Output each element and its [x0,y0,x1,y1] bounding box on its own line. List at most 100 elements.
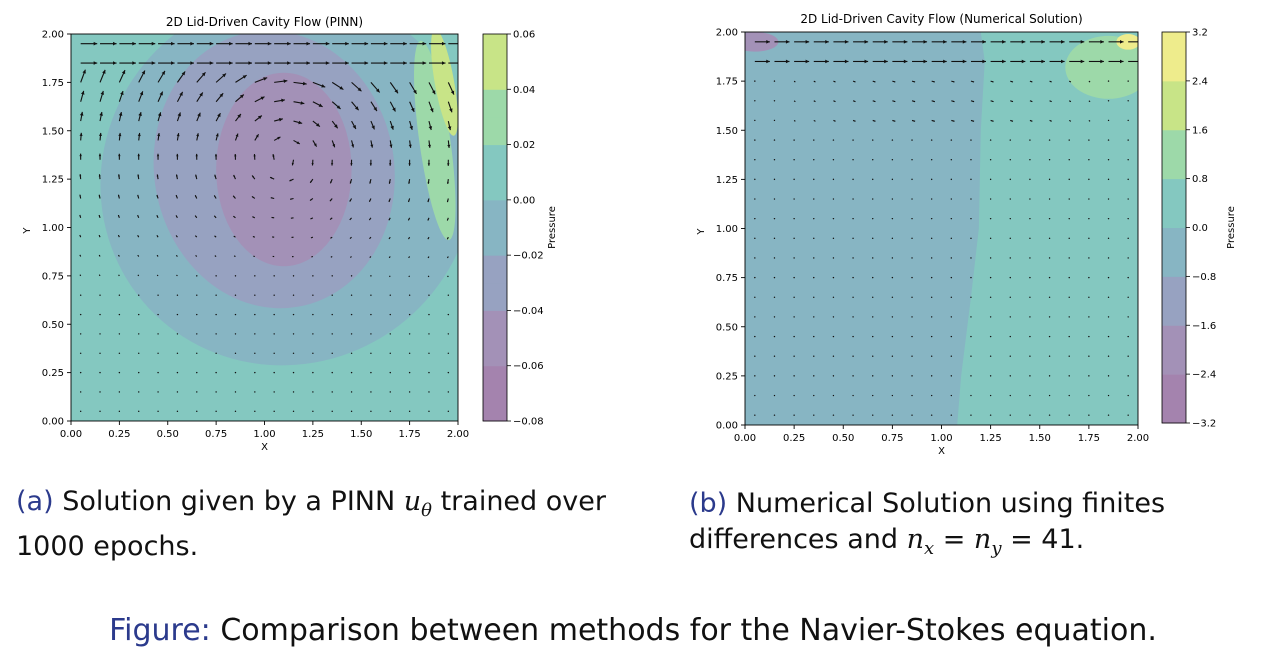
quiver-arrow [389,333,391,335]
quiver-arrow [408,313,411,316]
quiver-arrow [389,82,399,94]
quiver-arrow [773,394,776,397]
quiver-arrow [350,333,353,335]
quiver-arrow [1107,375,1110,377]
quiver-arrow [427,198,430,203]
quiver-arrow [389,313,391,316]
quiver-arrow [1029,296,1031,298]
quiver-arrow [254,352,256,354]
quiver-arrow [331,333,333,335]
quiver-arrow [408,391,411,393]
y-axis-label: Y [22,227,33,235]
quiver-arrow [331,101,341,110]
quiver-arrow [370,120,375,130]
quiver-arrow [970,80,975,83]
quiver-arrow [1048,257,1051,259]
quiver-arrow [773,335,776,338]
quiver-arrow [989,375,992,377]
quiver-arrow [370,294,372,296]
quiver-arrow [1127,394,1129,397]
quiver-arrow [156,194,159,199]
quiver-arrow [852,335,854,338]
quiver-arrow [1107,335,1110,338]
quiver-arrow [813,414,815,416]
quiver-arrow [1068,375,1070,377]
quiver-arrow [293,41,311,46]
quiver-arrow [1068,394,1070,397]
quiver-arrow [233,255,236,258]
quiver-arrow [215,92,224,103]
quiver-arrow [872,394,874,397]
quiver-arrow [1048,375,1051,377]
quiver-arrow [950,237,953,240]
quiver-arrow [138,41,156,46]
quiver-arrow [911,316,913,318]
quiver-arrow [427,275,430,278]
y-tick-label: 0.25 [42,368,64,379]
quiver-arrow [329,217,333,220]
caption-a-text-2: trained over 1000 epochs. [16,486,606,562]
quiver-arrow [951,119,955,122]
quiver-arrow [196,41,214,46]
quiver-arrow [990,40,1006,44]
quiver-arrow [100,41,117,46]
quiver-arrow [793,257,795,259]
quiver-arrow [832,159,835,161]
quiver-arrow [215,391,217,393]
x-tick-label: 2.00 [447,429,469,440]
quiver-arrow [773,257,776,259]
quiver-arrow [1009,217,1011,220]
quiver-arrow [754,394,756,397]
quiver-arrow [832,178,835,181]
colorbar-tick-label: 0.8 [1192,174,1208,185]
quiver-arrow [832,257,835,259]
quiver-arrow [79,214,82,218]
quiver-arrow [196,352,198,354]
quiver-arrow [233,215,236,219]
x-tick-label: 0.75 [881,433,903,444]
quiver-arrow [409,120,413,131]
quiver-arrow [331,81,344,90]
quiver-arrow [350,313,353,316]
quiver-arrow [832,355,835,357]
quiver-arrow [254,371,256,374]
quiver-arrow [1107,119,1110,122]
quiver-arrow [891,178,894,181]
quiver-arrow [254,275,256,277]
quiver-arrow [289,197,294,200]
quiver-arrow [1069,40,1085,44]
quiver-arrow [274,79,288,83]
y-tick-label: 2.00 [42,30,64,41]
quiver-arrow [754,139,756,141]
quiver-arrow [175,254,178,257]
quiver-arrow [1107,355,1110,357]
quiver-arrow [428,371,430,374]
quiver-arrow [157,391,159,393]
caption-b-sub-x: x [923,538,935,559]
quiver-arrow [254,77,268,83]
quiver-arrow [176,294,179,296]
quiver-arrow [793,335,795,338]
quiver-arrow [175,215,178,219]
numerical-chart: 2D Lid-Driven Cavity Flow (Numerical Sol… [696,12,1237,457]
quiver-arrow [196,371,198,374]
quiver-arrow [234,371,237,374]
quiver-arrow [330,256,333,258]
quiver-arrow [1107,276,1110,279]
quiver-arrow [407,217,411,221]
quiver-arrow [293,81,307,86]
quiver-arrow [813,257,815,259]
quiver-arrow [389,140,393,148]
quiver-arrow [194,235,198,238]
colorbar-tick-label: 0.02 [513,140,535,151]
quiver-arrow [813,100,816,103]
quiver-arrow [118,294,121,296]
quiver-arrow [176,91,184,102]
quiver-arrow [80,90,85,102]
quiver-arrow [156,174,159,180]
quiver-arrow [407,236,411,240]
quiver-arrow [813,80,816,83]
quiver-arrow [271,216,275,219]
quiver-arrow [369,236,372,240]
quiver-arrow [970,159,972,161]
